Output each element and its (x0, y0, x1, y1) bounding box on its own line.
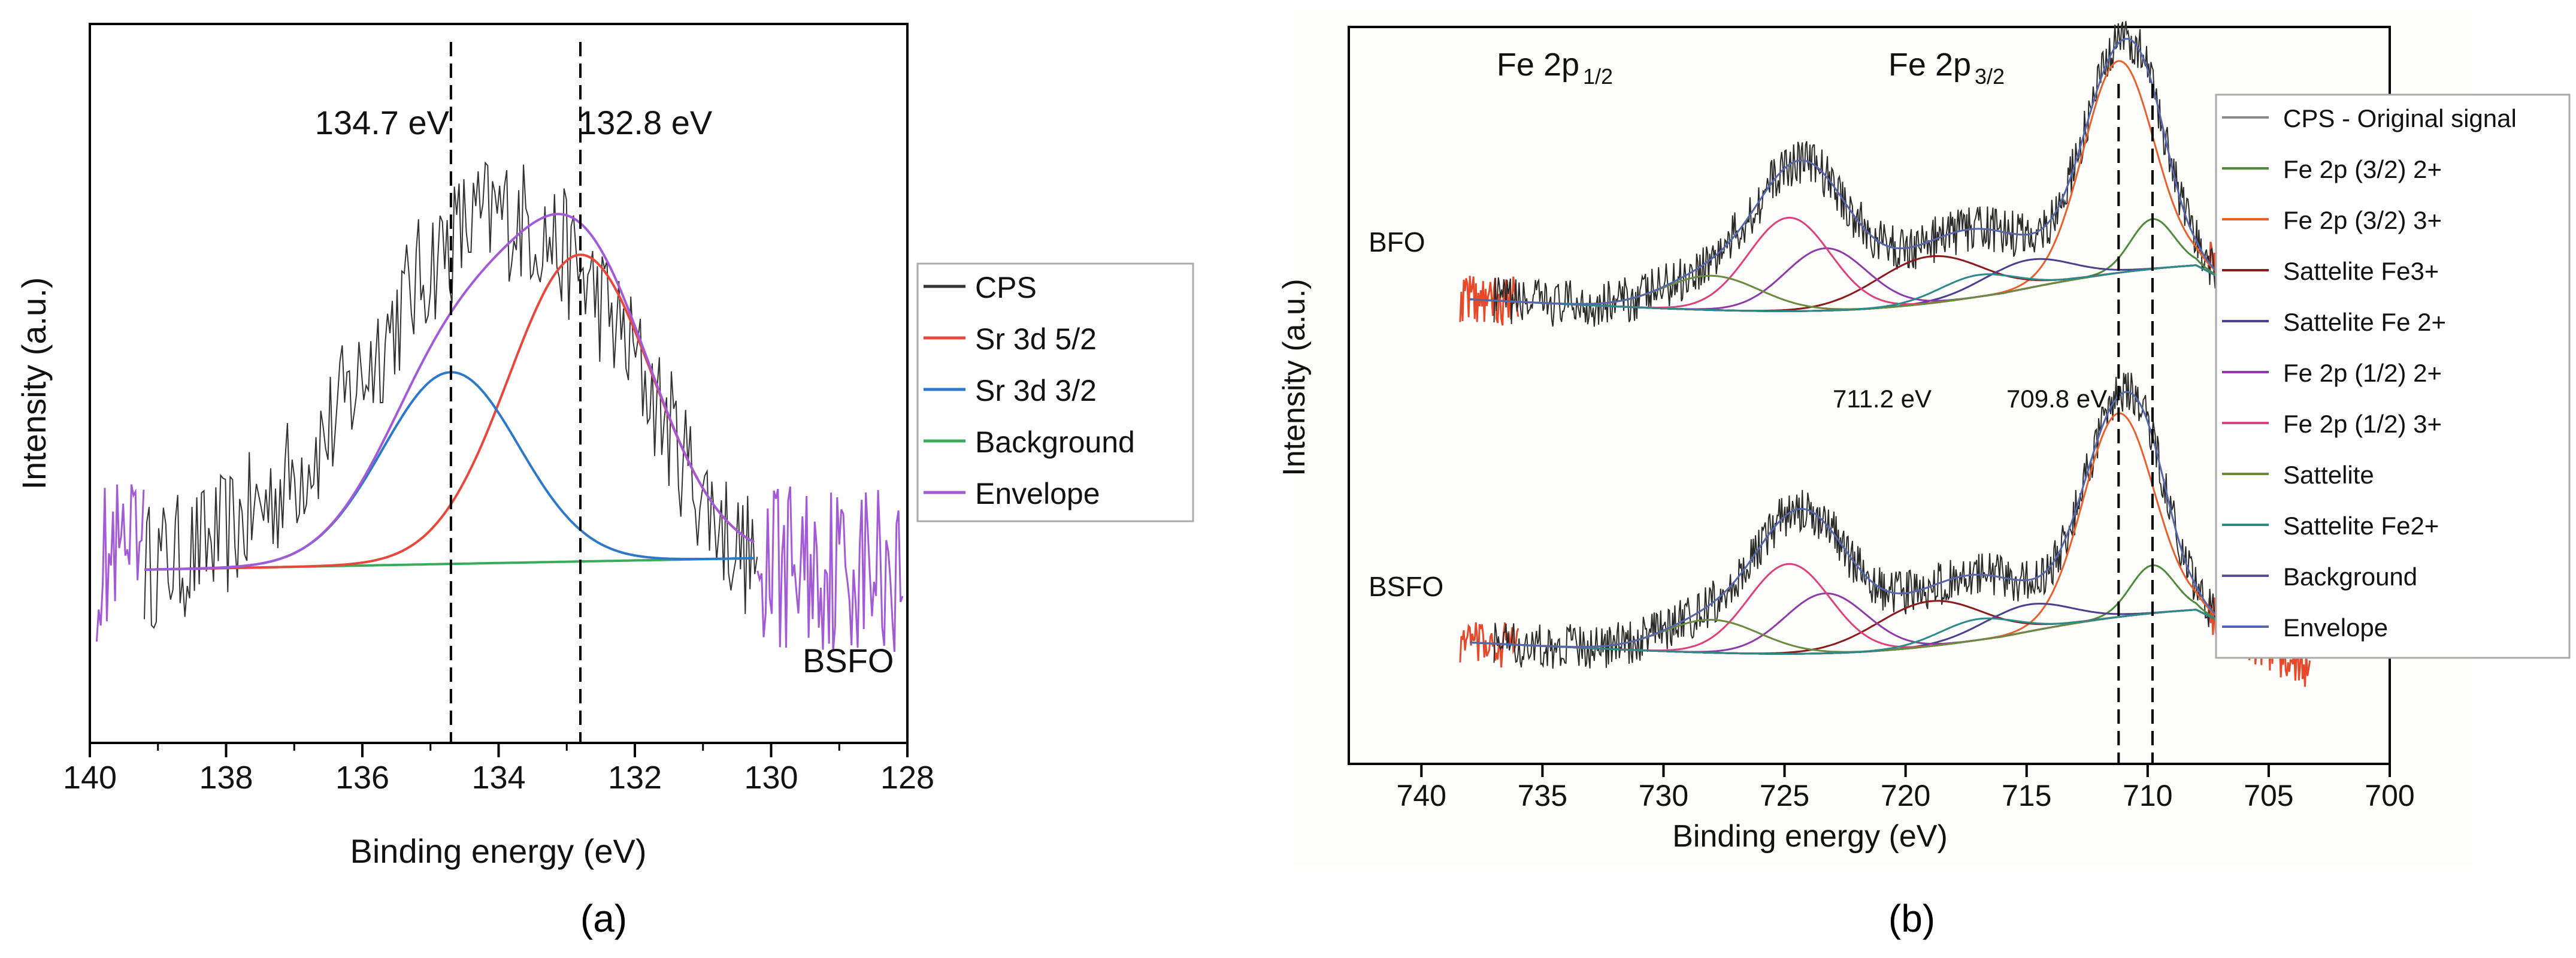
legend-label: Sr 3d 3/2 (975, 374, 1097, 407)
series-component (1470, 264, 2230, 312)
panel-a-legend-box (916, 262, 1194, 522)
x-tick-label: 725 (1760, 779, 1809, 812)
fe2p-3-2-label: Fe 2p 3/2 (1888, 47, 2005, 89)
x-tick-label: 128 (880, 760, 934, 796)
x-tick-label: 140 (63, 760, 117, 796)
spectrum-bsfo (1459, 372, 2311, 687)
x-tick-label: 740 (1397, 779, 1446, 812)
series-component (1470, 609, 2230, 655)
panel-b-caption: (b) (1888, 897, 1935, 940)
legend-label: Fe 2p (1/2) 2+ (2283, 359, 2442, 387)
legend-label: Sattelite Fe3+ (2283, 257, 2439, 285)
panel-b-legend: CPS - Original signal Fe 2p (3/2) 2+ Fe 2p… (2215, 93, 2571, 659)
peak-label-134-7: 134.7 eV (315, 104, 450, 141)
panel-a-xlabel: Binding energy (eV) (350, 832, 647, 870)
x-tick-label: 130 (744, 760, 798, 796)
series-envelope (1470, 391, 2231, 648)
sample-label-bfo: BFO (1369, 226, 1425, 258)
series-sr-3d-5-2 (144, 253, 755, 571)
legend-label: CPS (975, 271, 1037, 304)
panel-b: 740 735 730 725 720 715 710 705 700 Fe 2p 1/2 Fe … (1277, 9, 2571, 940)
legend-label: Fe 2p (1/2) 3+ (2283, 410, 2442, 438)
legend-label: Sattelite (2283, 461, 2374, 489)
envelope-flank-right (756, 486, 904, 652)
legend-label: CPS - Original signal (2283, 104, 2517, 132)
sample-label-bsfo: BSFO (803, 642, 894, 679)
edge-signal-left (1459, 276, 1519, 326)
panel-a-series (95, 161, 904, 652)
edge-signal-left (1459, 622, 1519, 668)
envelope-flank-left (95, 484, 145, 642)
x-tick-label: 700 (2365, 779, 2414, 812)
peak-label-132-8: 132.8 eV (578, 104, 713, 141)
series-cps-original-signal (1493, 372, 2220, 669)
legend-label: Envelope (2283, 614, 2388, 642)
series-cps-original-signal (1493, 21, 2220, 327)
sample-label-bsfo-b: BSFO (1369, 571, 1443, 602)
x-tick-label: 735 (1518, 779, 1567, 812)
series-envelope (1470, 38, 2231, 305)
legend-label: Fe 2p (3/2) 2+ (2283, 155, 2442, 183)
panel-b-xlabel: Binding energy (eV) (1672, 819, 1948, 854)
panel-b-x-ticks: 740 735 730 725 720 715 710 705 700 (1397, 764, 2415, 812)
panel-b-reference-lines (2117, 84, 2154, 764)
panel-a-legend: CPS Sr 3d 5/2 Sr 3d 3/2 Background Envelope (916, 262, 1194, 522)
legend-label: Sattelite Fe 2+ (2283, 308, 2446, 336)
fe2p-1-2-label: Fe 2p 1/2 (1497, 47, 1613, 89)
panel-b-ylabel: Intensity (a.u.) (1277, 279, 1312, 476)
panel-b-series (1459, 21, 2311, 687)
legend-label: Fe 2p (3/2) 3+ (2283, 206, 2442, 234)
panel-a-ylabel: Intensity (a.u.) (15, 277, 53, 490)
x-tick-label: 136 (335, 760, 389, 796)
legend-label: Background (975, 425, 1135, 459)
series-envelope (144, 213, 755, 571)
peak-label-711-2: 711.2 eV (1833, 385, 1932, 413)
panel-a-plot-frame (89, 23, 909, 744)
x-tick-label: 715 (2002, 779, 2051, 812)
x-tick-label: 132 (608, 760, 662, 796)
x-tick-label: 134 (471, 760, 525, 796)
series-cps (144, 161, 758, 629)
legend-label: Sr 3d 5/2 (975, 322, 1097, 356)
legend-label: Envelope (975, 477, 1100, 510)
legend-label: Background (2283, 563, 2417, 591)
x-tick-label: 720 (1881, 779, 1930, 812)
legend-label: Sattelite Fe2+ (2283, 512, 2439, 540)
peak-label-709-8: 709.8 eV (2006, 385, 2107, 413)
panel-a: 140 138 136 134 132 130 128 134.7 eV 132.8 eV … (15, 23, 1194, 940)
x-tick-label: 138 (199, 760, 253, 796)
panel-a-caption: (a) (580, 897, 627, 940)
panel-a-x-ticks: 140 138 136 134 132 130 128 (63, 743, 934, 796)
x-tick-label: 710 (2123, 779, 2172, 812)
panel-a-reference-lines (449, 42, 582, 743)
x-tick-label: 705 (2244, 779, 2293, 812)
x-tick-label: 730 (1639, 779, 1688, 812)
panel-b-legend-box (2215, 93, 2571, 659)
